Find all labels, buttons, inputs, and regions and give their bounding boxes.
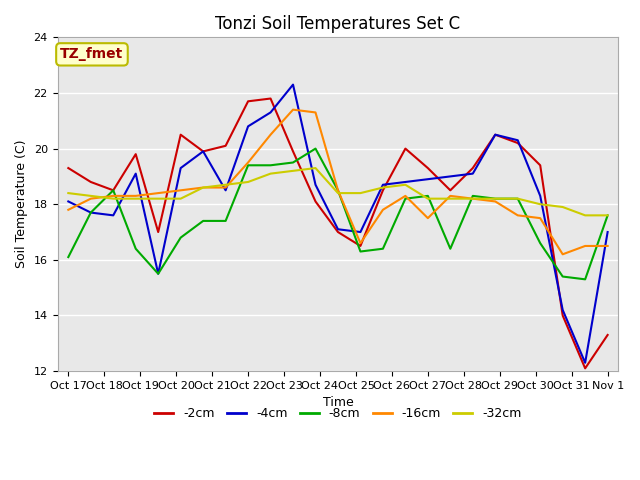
Title: Tonzi Soil Temperatures Set C: Tonzi Soil Temperatures Set C — [216, 15, 461, 33]
Text: TZ_fmet: TZ_fmet — [60, 48, 124, 61]
Legend: -2cm, -4cm, -8cm, -16cm, -32cm: -2cm, -4cm, -8cm, -16cm, -32cm — [149, 402, 527, 425]
X-axis label: Time: Time — [323, 396, 353, 409]
Y-axis label: Soil Temperature (C): Soil Temperature (C) — [15, 140, 28, 268]
